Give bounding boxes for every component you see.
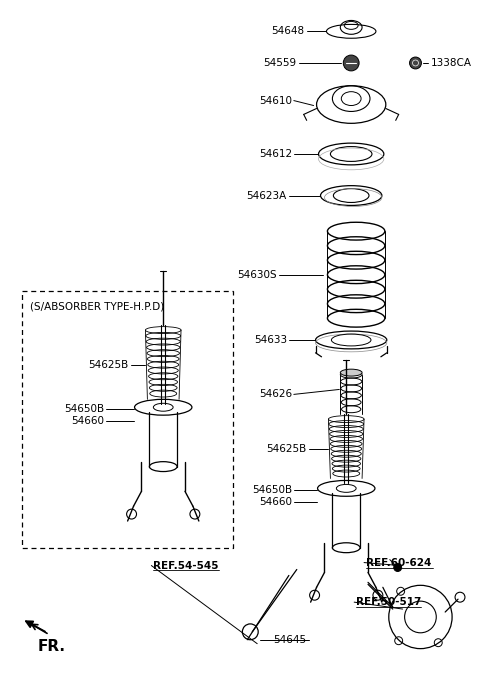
- Text: 54559: 54559: [264, 58, 297, 68]
- Ellipse shape: [340, 369, 362, 376]
- Text: 54625B: 54625B: [88, 360, 129, 370]
- Text: 54610: 54610: [259, 95, 292, 105]
- Text: 54660: 54660: [71, 416, 104, 426]
- Text: 54633: 54633: [254, 335, 287, 345]
- Text: 54612: 54612: [259, 149, 292, 159]
- Text: 54630S: 54630S: [238, 270, 277, 280]
- Text: 54650B: 54650B: [64, 404, 104, 414]
- Text: 54648: 54648: [272, 26, 305, 37]
- Text: 1338CA: 1338CA: [431, 58, 471, 68]
- Text: 54626: 54626: [259, 389, 292, 400]
- Text: REF.50-517: REF.50-517: [356, 597, 421, 607]
- Text: 54650B: 54650B: [252, 485, 292, 496]
- Circle shape: [394, 564, 402, 571]
- Text: REF.54-545: REF.54-545: [153, 560, 219, 571]
- Text: 54623A: 54623A: [247, 191, 287, 201]
- Text: REF.60-624: REF.60-624: [366, 558, 432, 568]
- Text: FR.: FR.: [37, 639, 66, 654]
- Text: 54625B: 54625B: [266, 444, 307, 454]
- Text: 54645: 54645: [274, 635, 307, 645]
- Circle shape: [409, 57, 421, 69]
- Circle shape: [343, 55, 359, 71]
- Text: (S/ABSORBER TYPE-H.P.D): (S/ABSORBER TYPE-H.P.D): [30, 301, 164, 312]
- Text: 54660: 54660: [259, 498, 292, 507]
- FancyArrowPatch shape: [32, 624, 47, 633]
